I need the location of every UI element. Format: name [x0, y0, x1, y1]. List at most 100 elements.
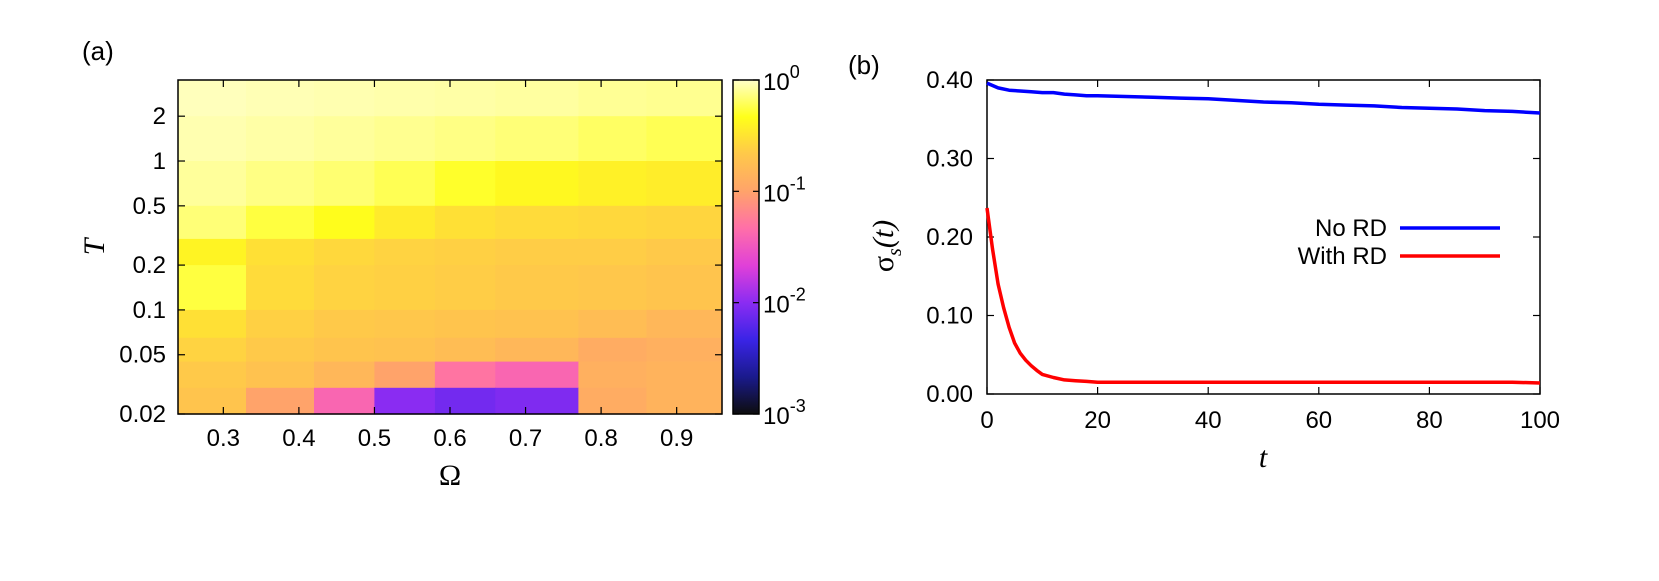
heatmap-cell	[246, 309, 315, 339]
heatmap-cell	[314, 80, 375, 117]
heatmap-x-tick-label: 0.7	[509, 425, 542, 452]
heatmap-x-tick-label: 0.6	[433, 425, 466, 452]
heatmap-cell	[495, 238, 579, 266]
heatmap-cell	[434, 116, 496, 162]
heatmap-cell	[246, 161, 315, 207]
heatmap-cell	[246, 387, 315, 415]
heatmap-cell	[314, 205, 375, 240]
svg-text:σs(t): σs(t)	[867, 220, 906, 272]
heatmap-cell	[178, 80, 247, 117]
heatmap-cell	[374, 116, 436, 162]
heatmap-cell	[434, 238, 496, 266]
heatmap-cell	[578, 116, 647, 162]
heatmap-cell	[374, 161, 436, 207]
heatmap-cell	[495, 309, 579, 339]
heatmap-cell	[495, 80, 579, 117]
line-x-tick-label: 0	[980, 407, 993, 434]
series-line-no-rd	[986, 81, 1541, 115]
heatmap-cell	[178, 238, 247, 266]
heatmap-cell	[246, 205, 315, 240]
heatmap-y-tick-label: 0.02	[119, 401, 166, 428]
heatmap-cell	[495, 161, 579, 207]
line-plot-frame	[986, 79, 1541, 395]
heatmap-y-tick-label: 0.5	[133, 193, 166, 220]
line-y-label-arg: (t)	[867, 220, 900, 248]
heatmap-cell	[246, 265, 315, 311]
heatmap-cell	[314, 265, 375, 311]
series-line-with-rd	[985, 207, 1541, 385]
heatmap-cell	[178, 361, 247, 389]
line-y-tick-label: 0.10	[926, 303, 973, 330]
heatmap-cell	[314, 309, 375, 339]
heatmap-cell	[646, 161, 723, 207]
heatmap-cell	[314, 387, 375, 415]
heatmap-cell	[434, 309, 496, 339]
heatmap-y-tick-label: 2	[153, 103, 166, 130]
heatmap-cell	[178, 205, 247, 240]
legend-label: No RD	[1315, 215, 1387, 242]
line-y-tick-label: 0.00	[926, 381, 973, 408]
heatmap-cell	[578, 80, 647, 117]
heatmap-cell	[646, 116, 723, 162]
heatmap-cell	[646, 337, 723, 363]
heatmap-cell	[434, 80, 496, 117]
heatmap-cells	[178, 80, 723, 415]
heatmap-x-label: Ω	[439, 459, 461, 492]
panel-b: (b) 0 20 40 60 80 100 0.000.100.200.300.40 t …	[848, 50, 1560, 474]
heatmap-cell	[246, 361, 315, 389]
heatmap-cell	[646, 361, 723, 389]
colorbar-tick-label: 10-2	[763, 285, 806, 319]
heatmap-cell	[178, 309, 247, 339]
heatmap-cell	[434, 161, 496, 207]
heatmap-cell	[495, 337, 579, 363]
heatmap-cell	[374, 387, 436, 415]
heatmap-cell	[578, 337, 647, 363]
colorbar-tick-label: 10-1	[763, 173, 806, 207]
heatmap-cell	[374, 309, 436, 339]
heatmap-cell	[178, 161, 247, 207]
line-x-tick-label: 40	[1195, 407, 1222, 434]
heatmap-cell	[578, 265, 647, 311]
line-series	[985, 81, 1541, 385]
line-y-tick-label: 0.30	[926, 146, 973, 173]
heatmap-cell	[646, 387, 723, 415]
heatmap-x-tick-label: 0.5	[358, 425, 391, 452]
heatmap-cell	[578, 161, 647, 207]
heatmap-cell	[646, 265, 723, 311]
heatmap-cell	[246, 238, 315, 266]
heatmap-cell	[434, 205, 496, 240]
heatmap-cell	[434, 265, 496, 311]
heatmap-cell	[578, 309, 647, 339]
heatmap-y-tick-label: 0.2	[133, 252, 166, 279]
heatmap-cell	[246, 116, 315, 162]
heatmap-cell	[314, 161, 375, 207]
panel-b-label: (b)	[848, 50, 880, 80]
heatmap-cell	[374, 265, 436, 311]
heatmap-y-tick-label: 0.1	[133, 297, 166, 324]
heatmap-cell	[646, 309, 723, 339]
legend-label: With RD	[1298, 243, 1387, 270]
heatmap-cell	[374, 238, 436, 266]
heatmap-cell	[314, 337, 375, 363]
heatmap-cell	[495, 387, 579, 415]
line-y-label-sub: s	[884, 248, 906, 256]
line-y-ticks: 0.00 0.10 0.20 0.30 0.40	[926, 67, 1540, 408]
heatmap-cell	[434, 387, 496, 415]
heatmap-y-tick-label: 0.05	[119, 342, 166, 369]
heatmap-cell	[246, 80, 315, 117]
heatmap-cell	[495, 116, 579, 162]
heatmap-cell	[646, 205, 723, 240]
line-x-tick-label: 20	[1084, 407, 1111, 434]
heatmap-y-tick-label: 1	[153, 148, 166, 175]
line-y-tick-label: 0.20	[926, 224, 973, 251]
heatmap-cell	[578, 387, 647, 415]
heatmap-cell	[495, 265, 579, 311]
line-x-ticks: 0 20 40 60 80 100	[980, 80, 1560, 434]
line-x-label: t	[1259, 441, 1268, 474]
heatmap-cell	[314, 361, 375, 389]
heatmap-cell	[178, 337, 247, 363]
heatmap-cell	[578, 238, 647, 266]
line-x-tick-label: 80	[1416, 407, 1443, 434]
colorbar-ticks: 100 10-1 10-2 10-3	[733, 62, 806, 430]
